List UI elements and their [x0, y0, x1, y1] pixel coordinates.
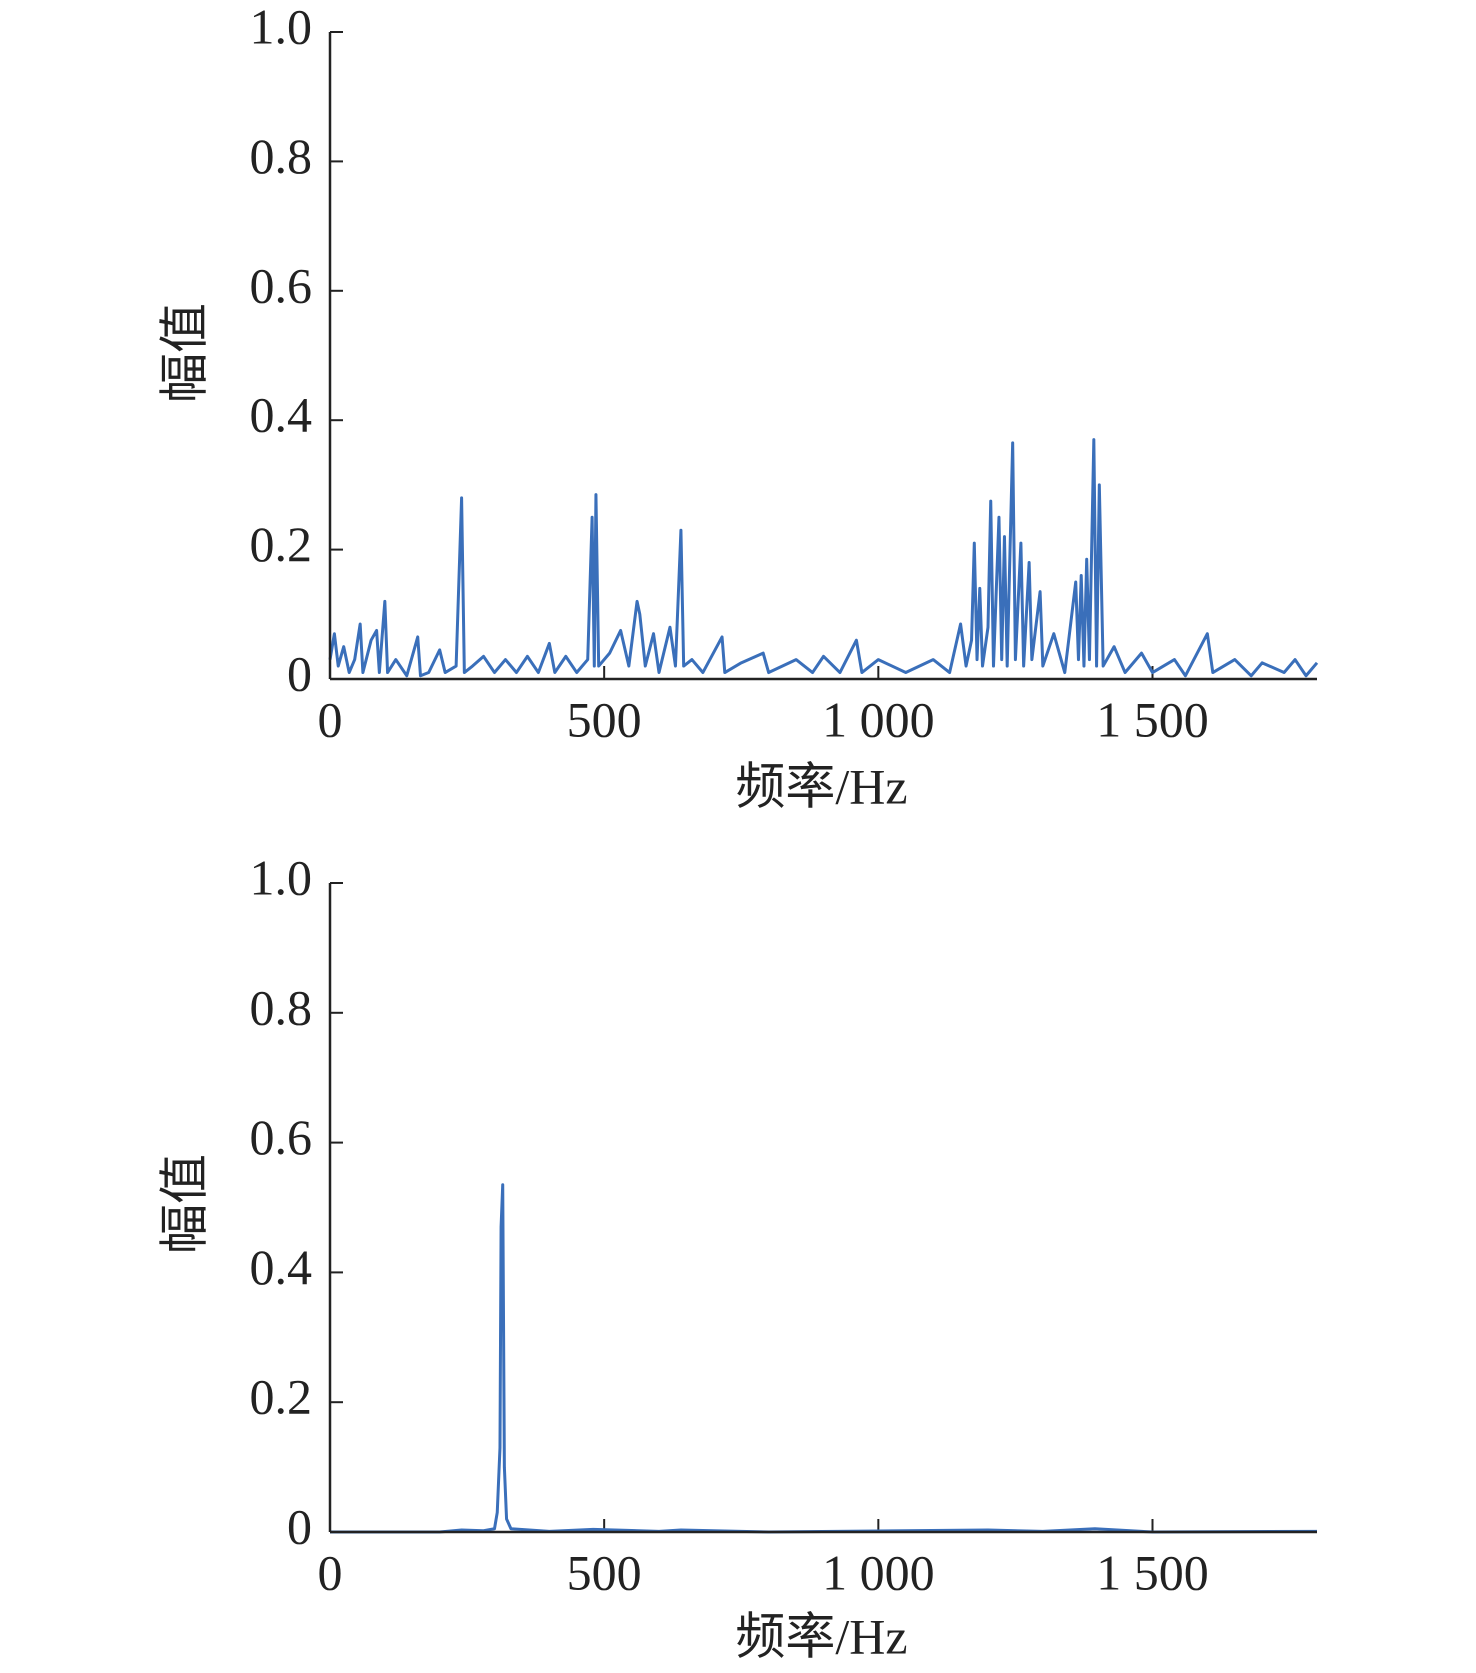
y-tick-label: 1.0	[250, 0, 313, 54]
spectrum-line	[328, 438, 1319, 678]
y-tick-label: 0	[287, 1498, 312, 1554]
y-axis-label: 幅值	[156, 1154, 212, 1254]
x-tick-label: 500	[567, 1544, 642, 1600]
y-tick-label: 0.8	[250, 128, 313, 184]
x-tick-label: 1 000	[822, 1544, 935, 1600]
spectrum-line	[330, 1183, 1318, 1534]
x-axis-label: 频率/Hz	[735, 1608, 907, 1664]
y-tick-label: 1.0	[250, 849, 313, 905]
x-tick-label: 500	[567, 691, 642, 747]
y-tick-label: 0.6	[250, 1109, 313, 1165]
y-axis-label: 幅值	[156, 303, 212, 403]
x-tick-label: 1 500	[1096, 691, 1209, 747]
x-axis-label: 频率/Hz	[735, 758, 907, 814]
y-tick-label: 0.4	[250, 387, 313, 443]
x-tick-label: 0	[318, 1544, 343, 1600]
y-tick-label: 0.8	[250, 979, 313, 1035]
y-tick-label: 0.6	[250, 257, 313, 313]
y-tick-label: 0.2	[250, 1369, 313, 1425]
x-tick-label: 0	[318, 691, 343, 747]
y-tick-label: 0	[287, 645, 312, 701]
x-tick-label: 1 500	[1096, 1544, 1209, 1600]
y-tick-label: 0.4	[250, 1239, 313, 1295]
y-tick-label: 0.2	[250, 516, 313, 572]
x-tick-label: 1 000	[822, 691, 935, 747]
